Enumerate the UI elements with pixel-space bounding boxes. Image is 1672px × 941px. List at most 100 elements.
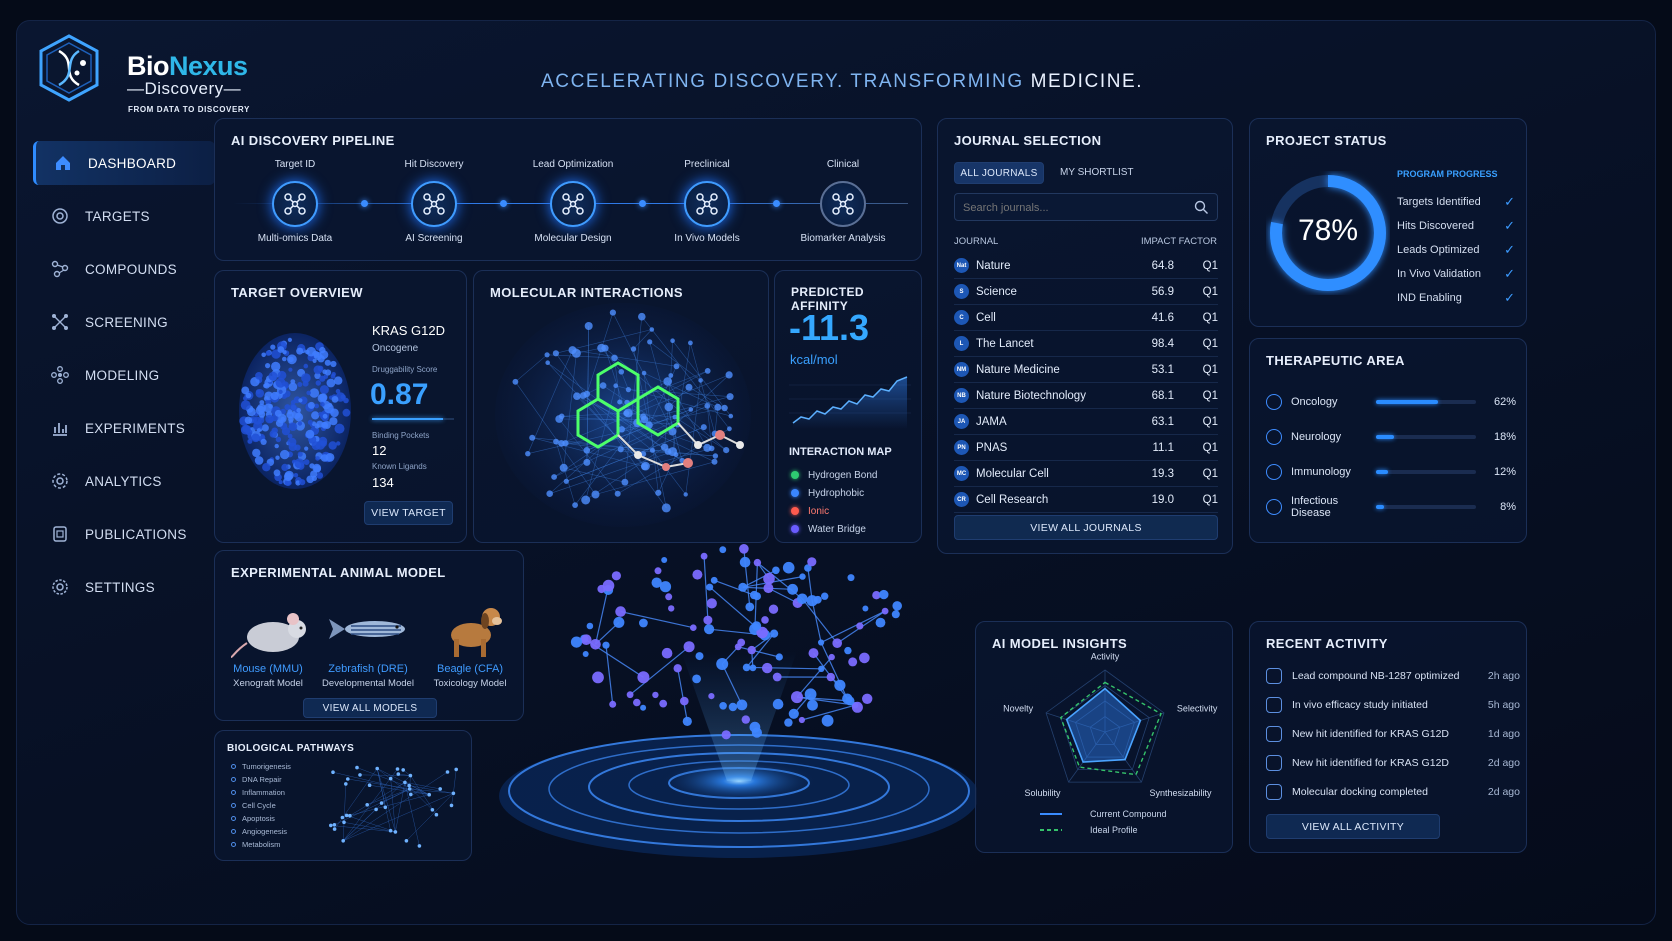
therapeutic-area-panel: THERAPEUTIC AREA Oncology 62% Neurology 18%… — [1249, 338, 1527, 543]
brand-logo[interactable]: BioNexus —Discovery— FROM DATA TO DISCOV… — [37, 33, 287, 123]
interaction-legend: Hydrogen Bond Hydrophobic Ionic Water Bridg… — [791, 466, 878, 538]
tab-all-journals[interactable]: ALL JOURNALS — [954, 162, 1044, 184]
pipeline-stage-node[interactable] — [272, 181, 318, 227]
pathway-item[interactable]: Angiogenesis — [231, 825, 291, 838]
sidebar-item-experiments[interactable]: EXPERIMENTS — [33, 406, 215, 450]
pathway-item[interactable]: DNA Repair — [231, 773, 291, 786]
druggability-fill — [372, 418, 444, 420]
tab-my-shortlist[interactable]: MY SHORTLIST — [1060, 167, 1134, 178]
therapeutic-area-bar — [1376, 434, 1476, 439]
journal-row[interactable]: C Cell 41.6 Q1 — [954, 305, 1218, 331]
binding-pockets-label: Binding Pockets — [372, 431, 430, 440]
journal-quartile: Q1 — [1202, 493, 1218, 506]
journal-logo-icon: JA — [954, 414, 969, 429]
recent-activity-title: RECENT ACTIVITY — [1266, 636, 1388, 651]
journal-row[interactable]: L The Lancet 98.4 Q1 — [954, 331, 1218, 357]
pipeline-stage-node[interactable] — [411, 181, 457, 227]
journal-row[interactable]: MC Molecular Cell 19.3 Q1 — [954, 461, 1218, 487]
activity-row[interactable]: Lead compound NB-1287 optimized 2h ago — [1266, 661, 1520, 690]
pipeline-stage-node[interactable] — [550, 181, 596, 227]
activity-row[interactable]: New hit identified for KRAS G12D 2d ago — [1266, 748, 1520, 777]
beagle-icon — [451, 608, 502, 657]
view-all-journals-button[interactable]: VIEW ALL JOURNALS — [954, 515, 1218, 540]
pathway-item[interactable]: Apoptosis — [231, 812, 291, 825]
sidebar-item-analytics[interactable]: ANALYTICS — [33, 459, 215, 503]
sidebar-item-label: DASHBOARD — [88, 155, 177, 171]
animal-model-name[interactable]: Mouse (MMU) — [233, 663, 303, 675]
journal-impact: 63.1 — [1151, 415, 1174, 428]
journal-logo-icon: Nat — [954, 258, 969, 273]
activity-row[interactable]: New hit identified for KRAS G12D 1d ago — [1266, 719, 1520, 748]
view-target-button[interactable]: VIEW TARGET — [364, 501, 453, 525]
therapeutic-area-title: THERAPEUTIC AREA — [1266, 353, 1405, 368]
therapeutic-area-row[interactable]: Neurology 18% — [1266, 419, 1516, 454]
program-progress-label: IND Enabling — [1397, 292, 1462, 304]
pipeline-stage-subtitle: Biomarker Analysis — [800, 233, 886, 244]
journal-logo-icon: C — [954, 310, 969, 325]
project-status-title: PROJECT STATUS — [1266, 133, 1387, 148]
target-overview-title: TARGET OVERVIEW — [231, 285, 363, 300]
journal-quartile: Q1 — [1202, 363, 1218, 376]
therapeutic-area-row[interactable]: Oncology 62% — [1266, 384, 1516, 419]
pathway-item[interactable]: Tumorigenesis — [231, 760, 291, 773]
sidebar-item-label: TARGETS — [85, 208, 150, 224]
binding-pockets-value: 12 — [372, 443, 387, 458]
check-icon: ✓ — [1504, 290, 1515, 305]
pathway-dot — [231, 777, 236, 782]
sidebar-item-modeling[interactable]: MODELING — [33, 353, 215, 397]
sidebar-item-dashboard[interactable]: DASHBOARD — [33, 141, 215, 185]
sidebar-item-targets[interactable]: TARGETS — [33, 194, 215, 238]
activity-row[interactable]: Molecular docking completed 2d ago — [1266, 777, 1520, 806]
journal-row[interactable]: S Science 56.9 Q1 — [954, 279, 1218, 305]
journal-search-input[interactable] — [963, 200, 1183, 216]
sidebar-item-screening[interactable]: SCREENING — [33, 300, 215, 344]
pipeline-stage-node[interactable] — [820, 181, 866, 227]
animal-model-name[interactable]: Zebrafish (DRE) — [328, 663, 408, 675]
activity-text: In vivo efficacy study initiated — [1292, 698, 1428, 711]
check-icon: ✓ — [1504, 266, 1515, 281]
view-all-models-button[interactable]: VIEW ALL MODELS — [303, 698, 437, 718]
journal-logo-icon: MC — [954, 466, 969, 481]
sidebar-item-publications[interactable]: PUBLICATIONS — [33, 512, 215, 556]
journal-row[interactable]: Nat Nature 64.8 Q1 — [954, 253, 1218, 279]
therapeutic-area-row[interactable]: Infectious Disease 8% — [1266, 489, 1516, 524]
radar-axis-label: Novelty — [1003, 704, 1034, 714]
network-node-icon — [832, 193, 854, 215]
sidebar-item-compounds[interactable]: COMPOUNDS — [33, 247, 215, 291]
journal-row[interactable]: NM Nature Medicine 53.1 Q1 — [954, 357, 1218, 383]
sidebar-item-label: PUBLICATIONS — [85, 526, 187, 542]
pipeline-stage-node[interactable] — [684, 181, 730, 227]
pathway-item[interactable]: Metabolism — [231, 838, 291, 851]
radar-chart: Activity Selectivity Synthesizability Solub… — [1003, 652, 1218, 835]
animal-model-name[interactable]: Beagle (CFA) — [436, 663, 504, 675]
therapeutic-area-bar-fill — [1376, 504, 1384, 509]
journal-row[interactable]: NB Nature Biotechnology 68.1 Q1 — [954, 383, 1218, 409]
therapeutic-area-icon — [1266, 498, 1282, 515]
pipeline-panel: AI DISCOVERY PIPELINE Target ID Multi-omi… — [214, 118, 922, 261]
molecular-interactions-panel: MOLECULAR INTERACTIONS — [473, 270, 769, 543]
search-icon[interactable] — [1194, 200, 1209, 215]
view-all-activity-button[interactable]: VIEW ALL ACTIVITY — [1266, 814, 1440, 839]
sidebar-item-settings[interactable]: SETTINGS — [33, 565, 215, 609]
journal-row[interactable]: PN PNAS 11.1 Q1 — [954, 435, 1218, 461]
journal-row[interactable]: CR Cell Research 19.0 Q1 — [954, 487, 1218, 513]
pipeline-stage-subtitle: AI Screening — [405, 233, 463, 244]
pathway-dot — [231, 842, 236, 847]
target-icon — [49, 205, 71, 227]
legend-dot — [791, 471, 799, 479]
program-progress-item: Hits Discovered ✓ — [1397, 214, 1515, 238]
interaction-legend-item: Hydrophobic — [791, 484, 878, 502]
journal-row[interactable]: JA JAMA 63.1 Q1 — [954, 409, 1218, 435]
therapeutic-area-row[interactable]: Immunology 12% — [1266, 454, 1516, 489]
activity-row[interactable]: In vivo efficacy study initiated 5h ago — [1266, 690, 1520, 719]
pipeline-connector-dot — [773, 200, 780, 207]
journal-impact: 53.1 — [1151, 363, 1174, 376]
pathway-item[interactable]: Inflammation — [231, 786, 291, 799]
ai-model-insights-title: AI MODEL INSIGHTS — [992, 636, 1128, 651]
radar-axis-label: Synthesizability — [1150, 788, 1213, 798]
journal-name: Nature Biotechnology — [976, 389, 1086, 402]
network-node-icon — [423, 193, 445, 215]
pathway-item[interactable]: Cell Cycle — [231, 799, 291, 812]
journal-search-box[interactable] — [954, 193, 1218, 221]
pathway-label: DNA Repair — [242, 775, 282, 784]
